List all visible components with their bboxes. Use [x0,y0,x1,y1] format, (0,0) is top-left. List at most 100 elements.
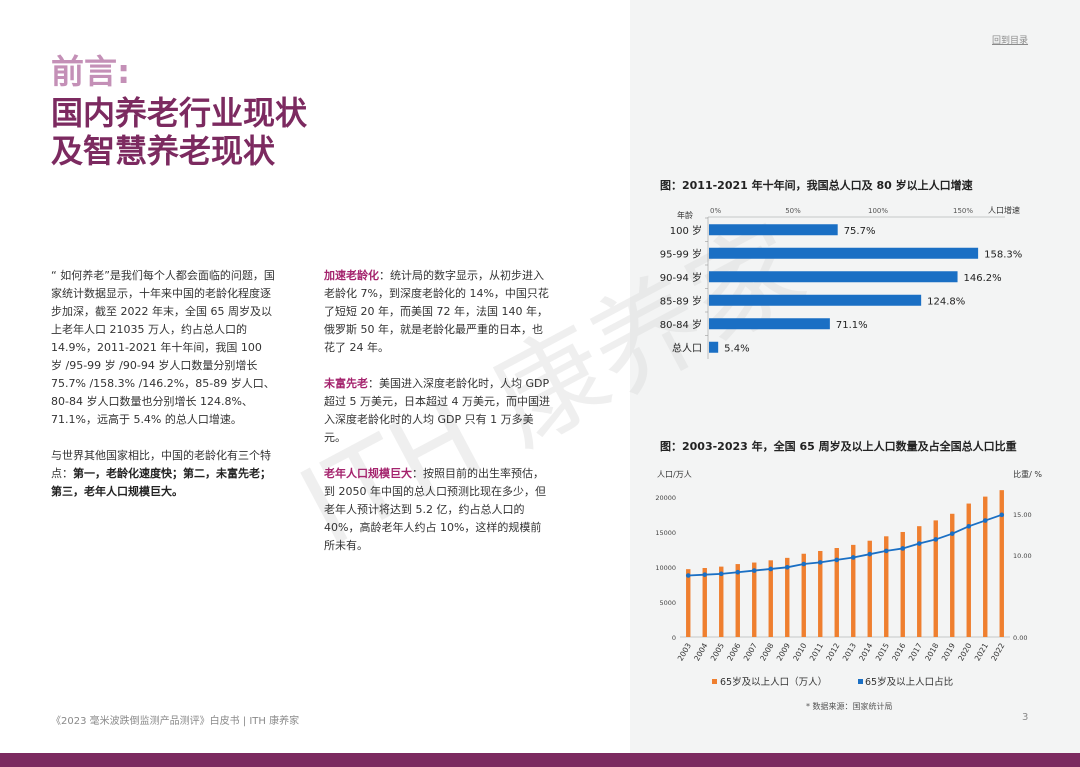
section-body: ：统计局的数字显示，从初步进入老龄化 7%，到深度老龄化的 14%，中国只花了短… [324,269,549,354]
bar [983,496,988,637]
x-tick-label: 2014 [857,641,874,662]
data-label: 75.7% [844,226,876,237]
text-column-1: “ 如何养老”是我们每个人都会面临的问题，国家统计数据显示，十年来中国的老龄化程… [51,267,276,519]
section-old-before-rich: 未富先老：美国进入深度老龄化时，人均 GDP 超过 5 万美元，日本超过 4 万… [324,375,552,447]
legend-label-line: 65岁及以上人口占比 [865,676,953,688]
features-intro: 与世界其他国家相比，中国的老龄化有三个特点： [51,449,271,480]
bar [917,526,922,637]
x-tick-label: 2012 [824,641,841,662]
page-number: 3 [1022,712,1029,723]
line-point [702,572,708,577]
x-tick-label: 2004 [692,641,709,662]
bar [719,566,724,637]
data-label: 71.1% [836,320,868,331]
section-heading: 老年人口规模巨大 [324,467,412,480]
x-tick-label: 2016 [890,641,907,662]
left-axis-label: 人口/万人 [657,470,692,479]
x-tick-label: 2013 [841,641,858,662]
bottom-bar [0,753,1080,767]
x-tick-label: 50% [785,207,801,215]
series-line [688,513,1003,577]
line-point [718,571,724,577]
line-point [999,512,1005,518]
bar [966,503,971,637]
line-point [916,541,922,546]
left-tick-label: 15000 [655,529,676,537]
left-tick-label: 20000 [655,494,676,502]
bar [702,568,707,637]
right-axis-label: 比重/ % [1013,469,1042,479]
x-tick-label: 100% [868,207,888,215]
right-tick-label: 15.00 [1013,511,1032,519]
back-to-toc-link[interactable]: 回到目录 [992,36,1029,46]
section-body: ：按照目前的出生率预估，到 2050 年中国的总人口预测比现在多少，但老年人预计… [324,467,546,552]
line-point [768,566,774,572]
chart2-title: 图：2003-2023 年，全国 65 周岁及以上人口数量及占全国总人口比重 [660,440,1017,453]
section-accelerating: 加速老龄化：统计局的数字显示，从初步进入老龄化 7%，到深度老龄化的 14%，中… [324,267,552,357]
x-tick-label: 2003 [676,641,693,662]
title-line-3: 及智慧养老现状 [51,131,276,170]
chart-age-growth: 年龄 人口增速 0% 50% 100% 150% 100 岁 75.7% 95-99 岁 158.… [660,205,1022,359]
x-axis-label: 人口增速 [988,205,1020,215]
data-label: 146.2% [964,273,1002,284]
section-large-scale: 老年人口规模巨大：按照目前的出生率预估，到 2050 年中国的总人口预测比现在多… [324,465,552,555]
right-tick-label: 10.00 [1013,552,1032,560]
footer-text: 《2023 毫米波跌倒监测产品测评》白皮书 | ITH 康养家 [51,716,300,727]
x-tick-label: 2009 [775,641,792,662]
category-label: 90-94 岁 [660,271,702,284]
text-column-2: 加速老龄化：统计局的数字显示，从初步进入老龄化 7%，到深度老龄化的 14%，中… [324,267,552,573]
data-label: 158.3% [984,249,1022,260]
data-label: 5.4% [724,343,749,354]
x-tick-label: 2022 [989,641,1006,662]
bar [768,560,773,637]
line-point [751,568,757,573]
bar [752,562,757,637]
x-tick-label: 2021 [973,641,990,662]
line-point [883,548,889,554]
paragraph-features: 与世界其他国家相比，中国的老龄化有三个特点：第一，老龄化速度快；第二，未富先老；… [51,447,276,501]
bar [851,544,856,637]
bar [884,536,889,637]
bar [785,557,790,637]
left-tick-label: 5000 [659,599,676,607]
bar [999,490,1004,637]
bar [735,564,740,637]
category-label: 95-99 岁 [660,247,702,260]
x-tick-label: 2005 [709,641,726,662]
bar [709,294,922,306]
bar [834,548,839,637]
bar [709,247,979,259]
line-point [735,569,741,575]
bar [709,224,838,236]
x-tick-label: 2018 [923,641,940,662]
data-label: 124.8% [927,296,965,307]
line-point [850,555,856,560]
category-label: 总人口 [672,341,702,354]
line-point [966,524,972,529]
line-point [982,518,988,523]
x-tick-label: 2006 [725,641,742,662]
bar [818,550,823,637]
bar [801,553,806,637]
x-tick-label: 150% [953,207,973,215]
x-tick-label: 2015 [874,641,891,662]
page-title: 前言: 国内养老行业现状 及智慧养老现状 [51,52,307,170]
legend-swatch-line [858,679,863,684]
x-tick-label: 2011 [808,641,825,662]
line-point [949,531,955,536]
bar [900,531,905,637]
features-bold: 第一，老龄化速度快；第二，未富先老；第三，老年人口规模巨大。 [51,467,271,498]
chart-elderly-population: 人口/万人 比重/ % 0 5000 10000 15000 20000 0.00 10.00 1… [655,469,1042,688]
line-point [685,573,691,578]
x-tick-label: 2020 [956,641,973,662]
x-tick-label: 2017 [907,641,924,662]
line-point [817,560,823,565]
x-tick-label: 0% [710,207,721,215]
bar [933,520,938,637]
line-point [801,561,807,567]
section-heading: 未富先老 [324,377,368,390]
line-point [900,546,906,551]
data-source: * 数据来源：国家统计局 [806,702,893,711]
right-tick-label: 0.00 [1013,634,1027,642]
bar [867,540,872,637]
